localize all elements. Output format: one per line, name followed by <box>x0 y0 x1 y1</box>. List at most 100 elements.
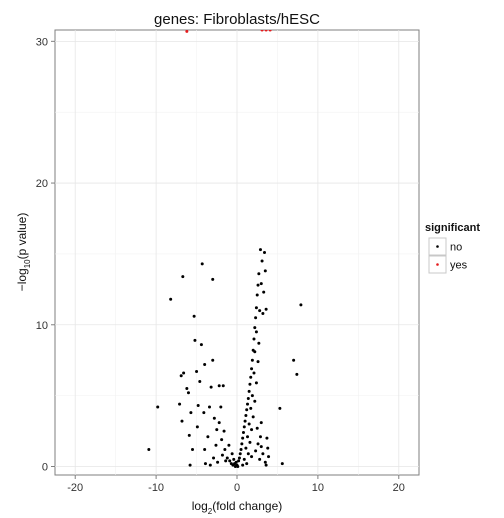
data-point-no <box>208 463 212 467</box>
data-point-no <box>265 436 269 440</box>
data-point-no <box>256 360 260 364</box>
data-points <box>147 30 303 468</box>
data-point-no <box>237 459 241 463</box>
data-point-no <box>242 457 246 461</box>
data-point-no <box>206 435 210 439</box>
data-point-no <box>299 303 303 307</box>
data-point-no <box>209 385 213 389</box>
data-point-no <box>246 396 250 400</box>
y-tick-label: 30 <box>36 36 48 48</box>
data-point-no <box>230 452 234 456</box>
data-point-no <box>251 415 255 419</box>
data-point-no <box>245 462 249 466</box>
data-point-no <box>220 438 224 442</box>
data-point-no <box>263 460 267 464</box>
data-point-no <box>232 457 236 461</box>
data-point-no <box>258 457 262 461</box>
data-point-no <box>225 456 229 460</box>
x-tick-label: 10 <box>312 482 324 494</box>
data-point-no <box>248 382 252 386</box>
legend-entry-yes: yes <box>428 255 468 274</box>
data-point-no <box>191 447 195 451</box>
data-point-no <box>185 387 189 391</box>
y-axis-label-prefix: −log <box>15 268 29 291</box>
data-point-no <box>243 419 247 423</box>
data-point-no <box>263 251 267 254</box>
data-point-no <box>250 428 254 432</box>
data-point-no <box>262 290 266 294</box>
data-point-no <box>212 416 216 420</box>
data-point-no <box>259 282 263 286</box>
data-point-no <box>252 337 256 341</box>
data-point-no <box>252 371 256 375</box>
data-point-no <box>195 370 199 374</box>
data-point-no <box>244 413 248 417</box>
data-point-no <box>250 455 254 459</box>
y-tick-label: 10 <box>36 320 48 332</box>
data-point-yes <box>185 30 189 33</box>
data-point-no <box>259 445 263 449</box>
data-point-no <box>264 463 268 467</box>
data-point-no <box>254 381 258 385</box>
data-point-no <box>241 430 245 434</box>
data-point-no <box>247 422 251 426</box>
data-point-no <box>216 460 220 464</box>
y-axis-ticks: 0 10 20 30 <box>36 36 55 473</box>
data-point-no <box>250 394 254 398</box>
chart-title: genes: Fibroblasts/hESC <box>154 11 320 28</box>
data-point-no <box>250 367 254 371</box>
legend-label-yes: yes <box>450 260 468 272</box>
data-point-no <box>256 442 260 446</box>
x-tick-label: -10 <box>148 482 164 494</box>
data-point-no <box>292 358 296 362</box>
legend-title: significant <box>425 222 480 234</box>
y-tick-label: 0 <box>42 461 48 473</box>
data-point-no <box>266 446 270 450</box>
data-point-no <box>257 341 261 345</box>
data-point-no <box>156 405 160 409</box>
data-point-no <box>267 455 271 459</box>
data-point-no <box>278 406 282 410</box>
data-point-no <box>249 406 253 410</box>
data-point-no <box>217 421 221 425</box>
data-point-no <box>200 262 204 266</box>
data-point-no <box>203 462 207 466</box>
x-tick-label: 20 <box>393 482 405 494</box>
data-point-no <box>169 297 173 301</box>
data-point-no <box>254 449 258 453</box>
data-point-no <box>259 421 263 425</box>
data-point-no <box>280 462 284 466</box>
data-point-no <box>241 463 245 467</box>
data-point-no <box>186 391 190 395</box>
data-point-no <box>258 435 262 439</box>
data-point-no <box>249 375 253 379</box>
data-point-no <box>244 446 248 450</box>
data-point-no <box>263 269 267 273</box>
data-point-no <box>220 453 224 457</box>
data-point-no <box>223 447 227 451</box>
data-point-no <box>217 384 221 388</box>
data-point-no <box>248 440 252 444</box>
data-point-no <box>258 248 262 252</box>
x-axis-ticks: -20 -10 0 10 20 <box>67 475 405 494</box>
data-point-no <box>255 426 259 430</box>
data-point-no <box>264 307 268 311</box>
data-point-no <box>192 314 196 318</box>
data-point-no <box>202 411 206 415</box>
data-point-no <box>221 384 225 388</box>
data-point-no <box>198 379 202 383</box>
data-point-no <box>211 358 215 362</box>
x-tick-label: 0 <box>234 482 240 494</box>
data-point-no <box>203 362 207 366</box>
data-point-no <box>258 309 262 313</box>
data-point-no <box>195 425 199 429</box>
legend-marker-yes <box>436 263 439 266</box>
data-point-no <box>239 447 243 451</box>
data-point-no <box>199 343 203 347</box>
data-point-no <box>196 404 200 408</box>
data-point-no <box>254 316 258 320</box>
data-point-no <box>261 452 265 456</box>
data-point-no <box>179 374 183 378</box>
data-point-no <box>211 277 215 281</box>
data-point-no <box>147 447 151 451</box>
